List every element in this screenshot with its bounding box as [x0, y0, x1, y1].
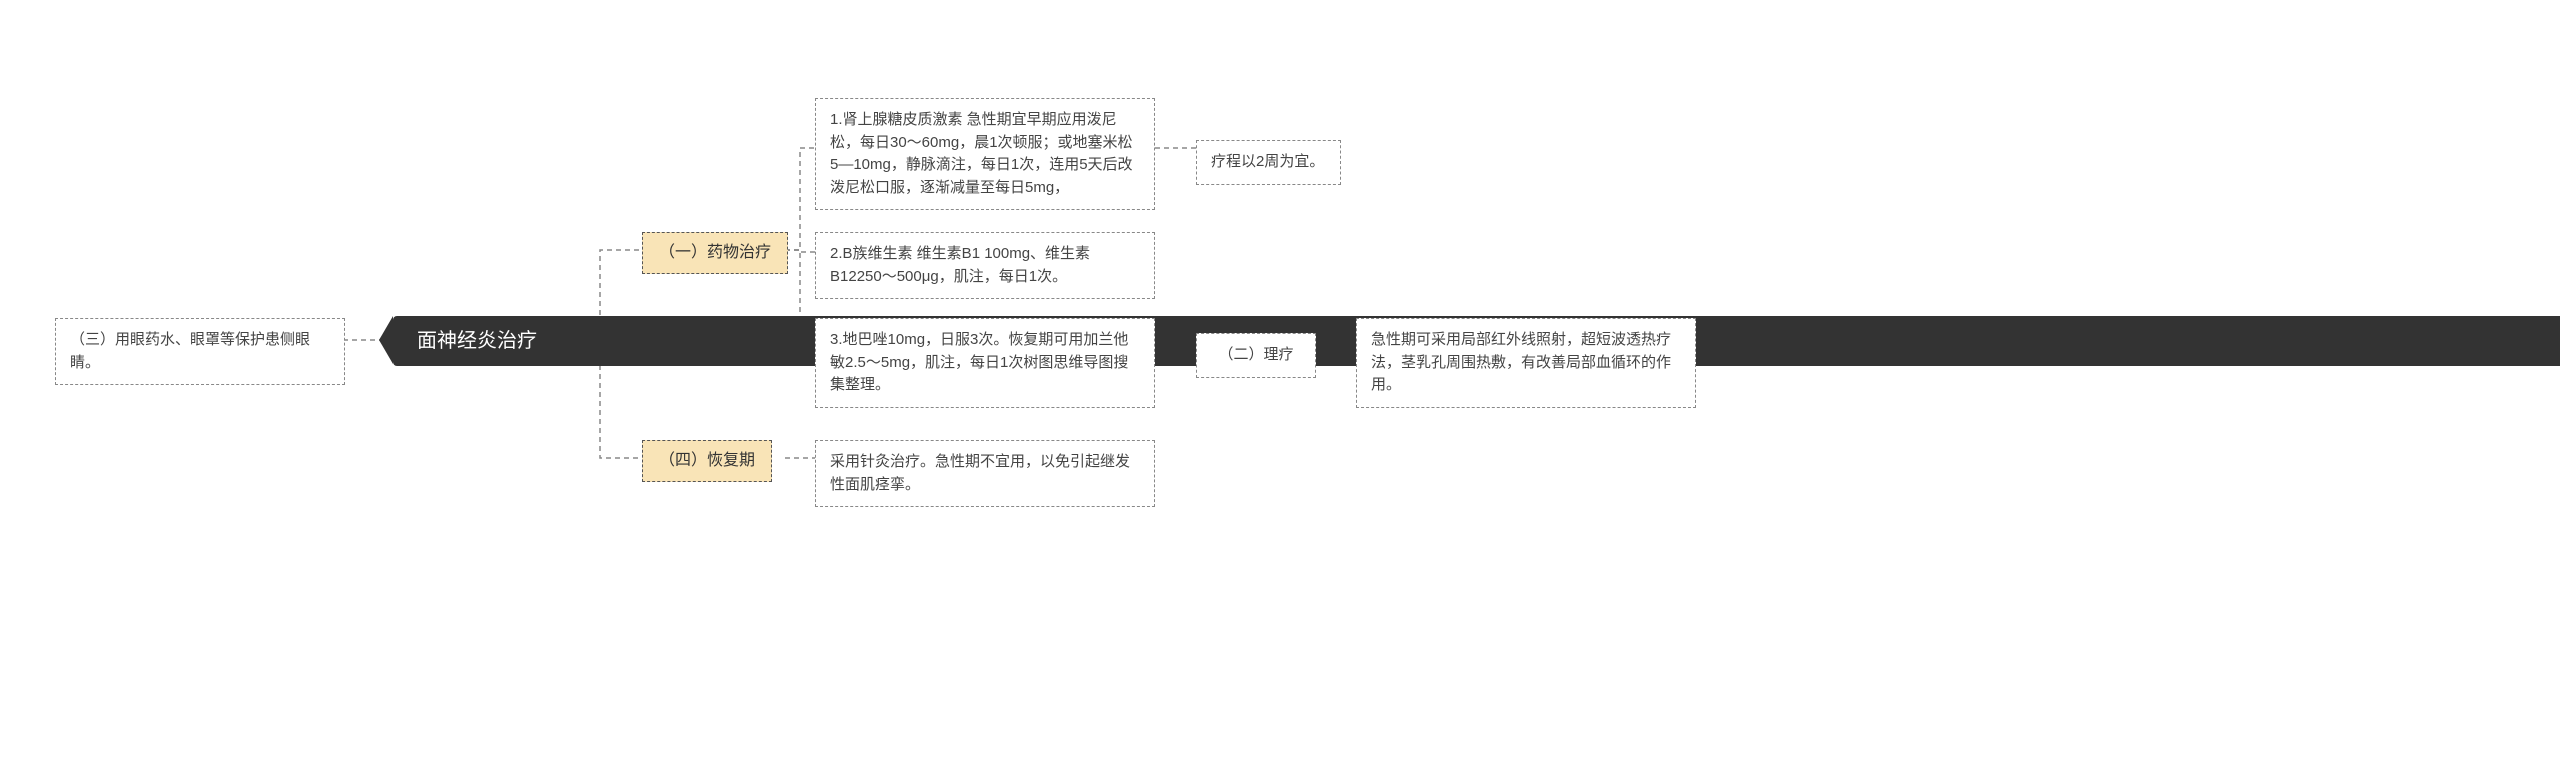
- node-b3-eye-protection: （三）用眼药水、眼罩等保护患侧眼睛。: [55, 318, 345, 385]
- leaf-b1-item1-corticosteroid: 1.肾上腺糖皮质激素 急性期宜早期应用泼尼松，每日30～60mg，晨1次顿服；或…: [815, 98, 1155, 210]
- leaf-b2-text: 急性期可采用局部红外线照射，超短波透热疗法，茎乳孔周围热敷，有改善局部血循环的作…: [1356, 318, 1696, 408]
- branch-b1-drug-therapy: （一）药物治疗: [642, 232, 788, 274]
- leaf-b1-item3-dibazol: 3.地巴唑10mg，日服3次。恢复期可用加兰他敏2.5～5mg，肌注，每日1次树…: [815, 318, 1155, 408]
- mindmap-connectors: [0, 0, 2560, 775]
- branch-b2-physiotherapy: （二）理疗: [1196, 333, 1316, 378]
- leaf-b1-item1-note: 疗程以2周为宜。: [1196, 140, 1341, 185]
- leaf-b4-acupuncture: 采用针灸治疗。急性期不宜用，以免引起继发性面肌痉挛。: [815, 440, 1155, 507]
- leaf-b1-item2-vitamin-b: 2.B族维生素 维生素B1 100mg、维生素B12250～500μg，肌注，每…: [815, 232, 1155, 299]
- branch-b4-recovery: （四）恢复期: [642, 440, 772, 482]
